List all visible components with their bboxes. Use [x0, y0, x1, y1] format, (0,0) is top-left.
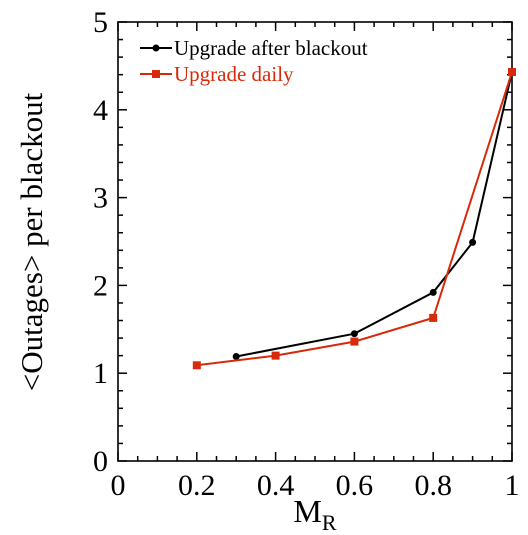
y-tick-label: 0 — [93, 445, 108, 478]
x-tick-label: 0 — [111, 469, 126, 502]
x-tick-label: 0.8 — [414, 469, 452, 502]
data-point-square — [429, 313, 438, 322]
data-point-square — [508, 68, 516, 77]
x-tick-label: 1 — [505, 469, 520, 502]
legend-marker-square — [152, 70, 160, 78]
plot-frame — [117, 21, 513, 462]
data-point-square — [350, 337, 359, 346]
y-tick-label: 2 — [93, 269, 108, 302]
x-tick-label: 0.2 — [178, 469, 216, 502]
tick-marks — [117, 21, 513, 462]
data-point-circle — [350, 330, 358, 338]
legend-item: Upgrade daily — [140, 62, 294, 86]
y-tick-label: 5 — [93, 6, 108, 39]
x-tick-label: 0.6 — [336, 469, 374, 502]
legend-label: Upgrade daily — [174, 62, 294, 86]
x-tick-label: 0.4 — [257, 469, 295, 502]
data-point-square — [271, 351, 280, 360]
series-line — [196, 71, 513, 367]
data-point-circle — [469, 238, 477, 246]
series-line — [236, 71, 513, 358]
series-lines — [192, 68, 516, 370]
tick-labels: 0 0.2 0.4 0.6 0.8 1 0 1 2 3 4 5 — [93, 6, 520, 502]
y-axis-title: <Outages> per blackout — [14, 92, 49, 391]
y-tick-label: 1 — [93, 357, 108, 390]
x-axis-title: MR — [293, 493, 336, 535]
legend-item: Upgrade after blackout — [140, 36, 368, 60]
data-point-circle — [232, 353, 240, 361]
series-2 — [192, 68, 516, 370]
y-tick-label: 3 — [93, 182, 108, 215]
series-1 — [232, 68, 516, 361]
x-axis-title-main: M — [293, 493, 321, 529]
data-point-circle — [429, 288, 437, 296]
data-point-square — [192, 361, 201, 370]
y-tick-label: 4 — [93, 94, 108, 127]
legend-label: Upgrade after blackout — [174, 36, 368, 60]
legend-marker-circle — [152, 44, 160, 52]
x-axis-title-subscript: R — [322, 510, 337, 535]
